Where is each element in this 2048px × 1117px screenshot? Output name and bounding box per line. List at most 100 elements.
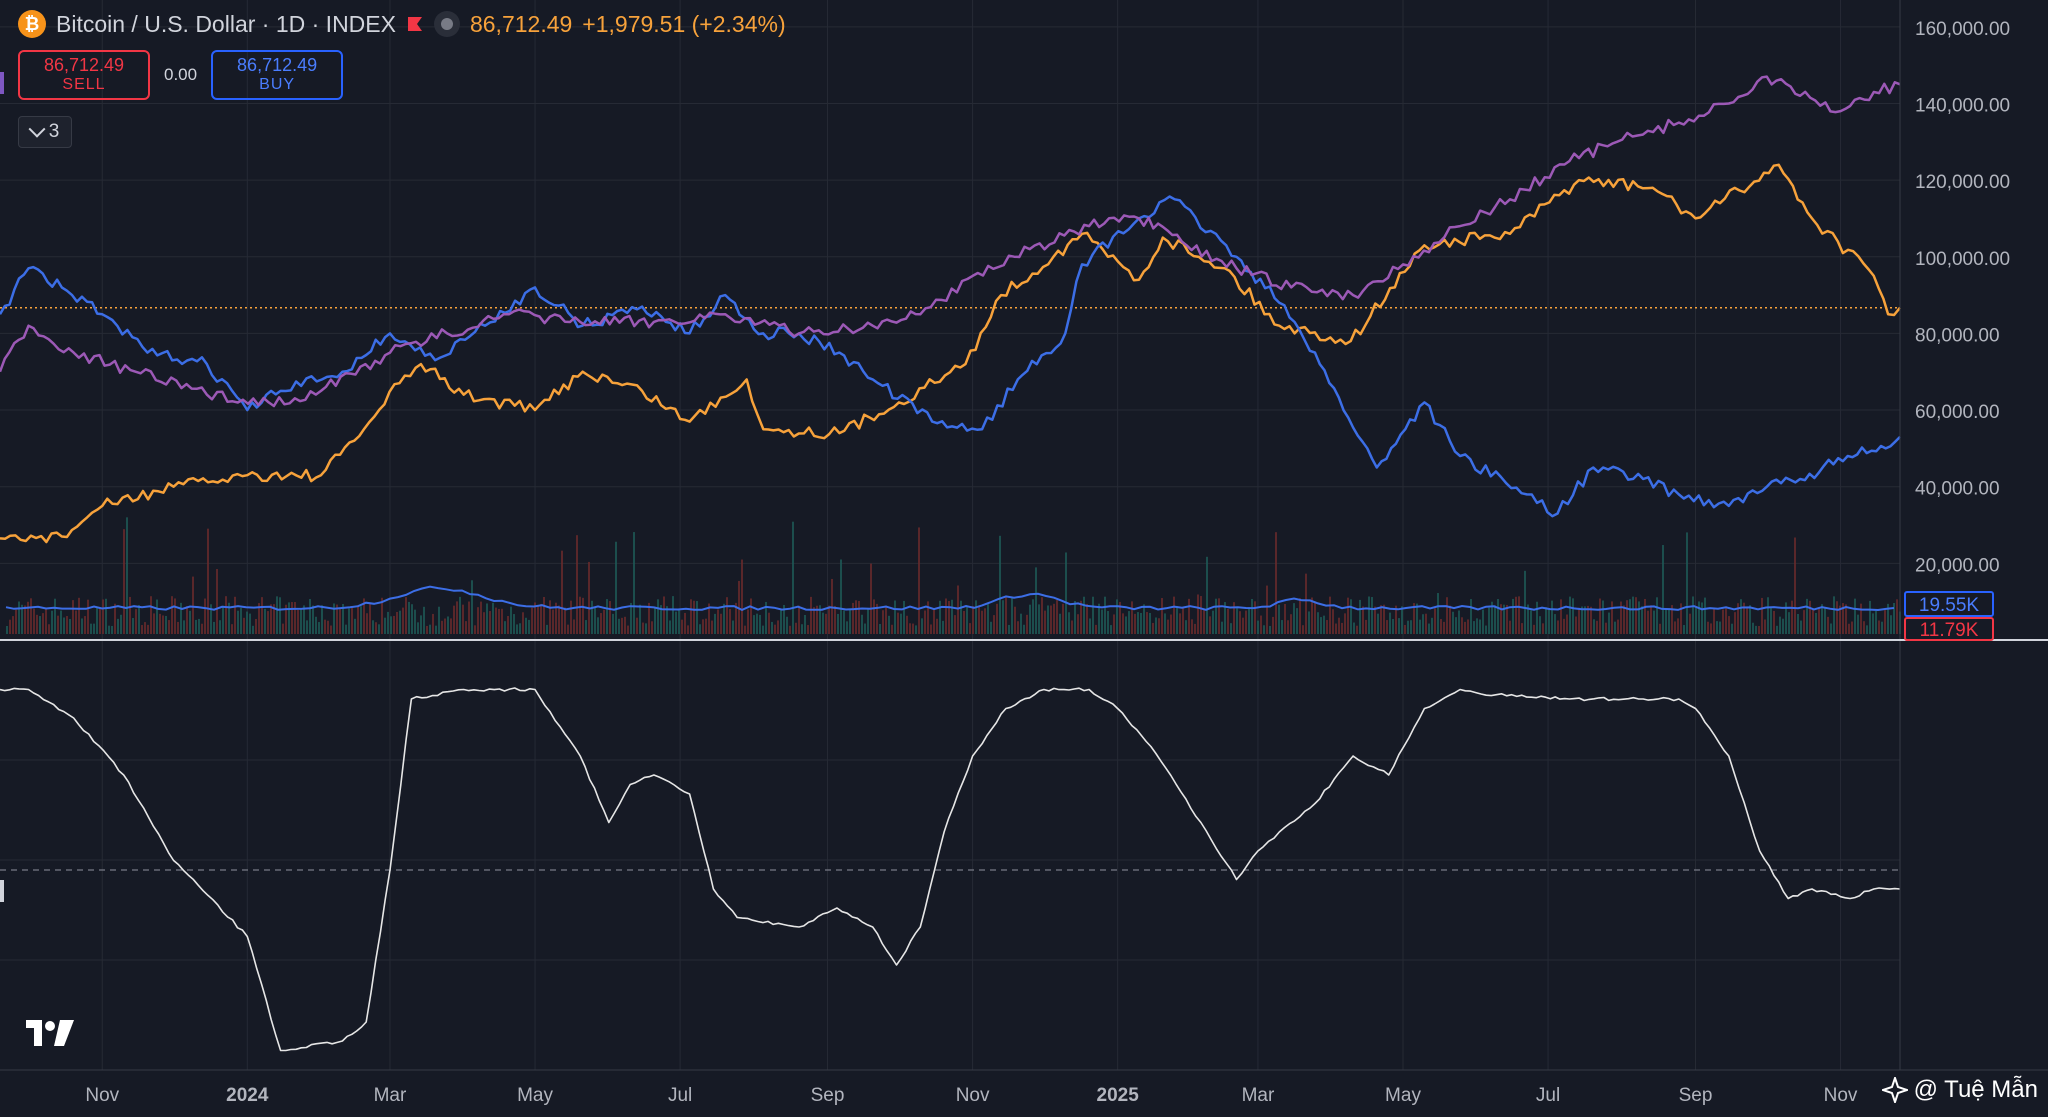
volume-bar [1770, 607, 1772, 634]
volume-bar [1374, 606, 1376, 634]
volume-bar [1296, 608, 1298, 634]
volume-bar [306, 620, 308, 634]
volume-bar [1359, 599, 1361, 634]
volume-bar [1752, 622, 1754, 634]
volume-bar [1227, 608, 1229, 634]
volume-bar [441, 620, 443, 634]
volume-bar [351, 607, 353, 634]
volume-bar [1341, 622, 1343, 634]
volume-bar [615, 541, 617, 634]
volume-bar [297, 609, 299, 634]
volume-bar [1260, 615, 1262, 634]
volume-bar [411, 604, 413, 634]
volume-bar [210, 604, 212, 634]
volume-bar [1893, 603, 1895, 634]
volume-bar [417, 622, 419, 634]
volume-bar [1377, 613, 1379, 634]
volume-bar [1155, 617, 1157, 634]
volume-bar [1821, 604, 1823, 634]
volume-bar [1569, 596, 1571, 634]
price-tick-label: 20,000.00 [1915, 555, 2000, 576]
volume-bar [453, 605, 455, 634]
market-status-icon[interactable] [433, 11, 460, 37]
volume-bar [555, 602, 557, 634]
volume-bar [1659, 623, 1661, 634]
series-marker [0, 72, 4, 94]
volume-bar [1485, 625, 1487, 634]
volume-bar [1164, 613, 1166, 634]
flag-icon[interactable] [406, 15, 424, 33]
buy-button[interactable]: 86,712.49 BUY [211, 50, 344, 100]
volume-bar [1602, 600, 1604, 634]
volume-ma-badge [1904, 591, 1994, 617]
volume-bar [546, 624, 548, 634]
volume-bar [78, 597, 80, 634]
volume-bar [201, 623, 203, 634]
volume-bar [741, 559, 743, 634]
volume-bar [531, 607, 533, 634]
volume-bar [1389, 612, 1391, 634]
volume-bar [1338, 617, 1340, 634]
volume-bar [504, 621, 506, 634]
volume-bar [1437, 593, 1439, 634]
volume-bar [15, 609, 17, 634]
volume-bar [1605, 622, 1607, 634]
price-layer [0, 75, 1901, 544]
volume-bar [684, 612, 686, 634]
volume-bar [303, 605, 305, 634]
volume-bar [1863, 621, 1865, 634]
volume-bar [1518, 596, 1520, 634]
volume-bar [771, 621, 773, 634]
volume-bar [840, 559, 842, 634]
volume-bar [882, 610, 884, 634]
volume-bar [750, 598, 752, 634]
volume-bar [795, 622, 797, 634]
volume-bar [1179, 613, 1181, 634]
volume-bar [810, 596, 812, 634]
volume-bar [1395, 605, 1397, 634]
volume-bar [702, 619, 704, 634]
volume-bar [1113, 614, 1115, 634]
volume-bar [1713, 608, 1715, 634]
volume-bar [1344, 613, 1346, 634]
volume-bar [591, 600, 593, 634]
volume-bar [1728, 616, 1730, 634]
volume-bar [255, 618, 257, 634]
volume-bar [813, 607, 815, 634]
volume-bar [561, 550, 563, 634]
volume-bar [1467, 619, 1469, 634]
volume-bar [375, 622, 377, 634]
volume-bar [1422, 614, 1424, 634]
volume-bar [1842, 603, 1844, 634]
volume-bar [429, 624, 431, 634]
symbol-title[interactable]: Bitcoin / U.S. Dollar · 1D · INDEX [56, 10, 396, 37]
buy-label: BUY [259, 76, 296, 93]
volume-bar [558, 605, 560, 634]
volume-bar [1674, 621, 1676, 634]
sell-button[interactable]: 86,712.49 SELL [18, 50, 150, 100]
volume-bar [1872, 613, 1874, 634]
volume-bar [765, 601, 767, 634]
volume-bar [1353, 622, 1355, 634]
volume-bar [732, 620, 734, 634]
volume-bar [153, 613, 155, 634]
price-series-purple [0, 75, 1901, 408]
volume-bar [327, 620, 329, 634]
volume-bar [159, 613, 161, 634]
volume-bar [1122, 613, 1124, 634]
volume-bar [366, 613, 368, 634]
volume-bar [1737, 603, 1739, 634]
volume-bar [1239, 611, 1241, 634]
volume-bar [1758, 625, 1760, 634]
volume-bar [117, 618, 119, 634]
volume-bar [1212, 610, 1214, 634]
volume-bar [1869, 600, 1871, 634]
volume-bar [924, 610, 926, 634]
indicators-collapse-button[interactable]: 3 [18, 116, 72, 148]
bitcoin-icon[interactable]: ₿ [18, 10, 46, 38]
volume-bar [105, 598, 107, 634]
volume-bar [837, 613, 839, 634]
volume-bar [1047, 605, 1049, 634]
volume-bar [894, 600, 896, 634]
